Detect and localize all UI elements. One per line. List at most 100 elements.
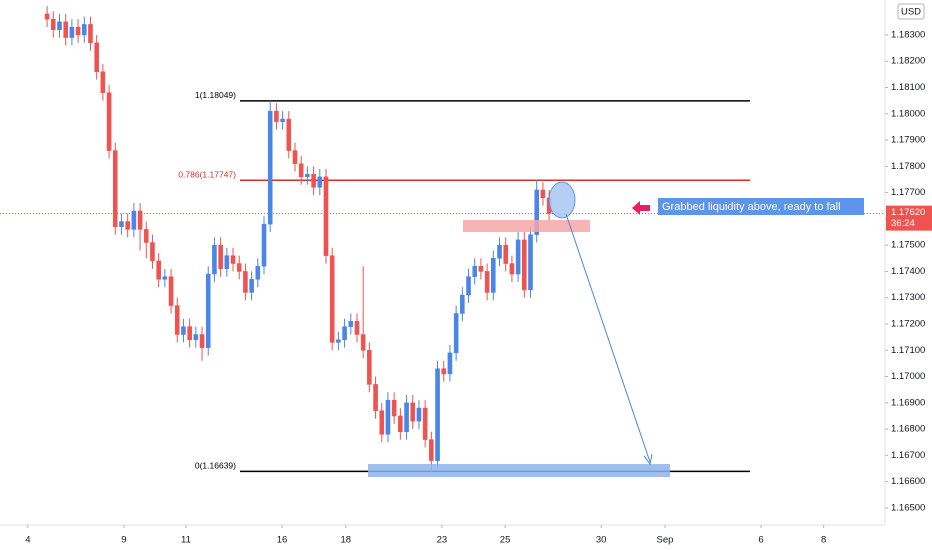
currency: USD bbox=[901, 7, 921, 18]
candle-body bbox=[528, 234, 533, 291]
candle-body bbox=[168, 276, 174, 306]
y-tick-label: 1.18100 bbox=[891, 82, 925, 93]
candle-body bbox=[441, 368, 447, 375]
candle-body bbox=[286, 118, 292, 151]
candle-body bbox=[360, 334, 366, 351]
countdown-label: 36:24 bbox=[891, 218, 915, 229]
last-price-box bbox=[886, 205, 932, 231]
candle-body bbox=[44, 13, 50, 20]
candle-body bbox=[336, 339, 341, 343]
candle-body bbox=[131, 210, 137, 230]
y-tick-label: 1.16800 bbox=[891, 424, 925, 435]
x-tick-label: 8 bbox=[821, 535, 826, 546]
y-tick-label: 1.17500 bbox=[891, 240, 925, 251]
candle-body bbox=[69, 26, 75, 38]
y-tick-label: 1.16600 bbox=[891, 476, 925, 487]
x-tick-label: 25 bbox=[500, 535, 511, 546]
y-tick-label: 1.17100 bbox=[891, 345, 925, 356]
candle-body bbox=[398, 415, 403, 432]
currency-box bbox=[897, 3, 925, 20]
x-tick-label: 11 bbox=[181, 535, 191, 546]
forecast-arrowhead bbox=[643, 453, 653, 466]
candle-body bbox=[156, 260, 161, 280]
candle-body bbox=[509, 263, 515, 275]
candle-body bbox=[199, 334, 205, 348]
candle-body bbox=[162, 276, 168, 280]
candle-body bbox=[280, 118, 285, 122]
candle-body bbox=[540, 189, 546, 199]
annotation-box bbox=[658, 198, 864, 215]
candle-body bbox=[187, 326, 192, 341]
x-tick-label: 16 bbox=[277, 535, 288, 546]
y-tick-label: 1.16900 bbox=[891, 397, 925, 408]
candle-body bbox=[137, 210, 143, 230]
candle-body bbox=[274, 110, 279, 122]
candle-body bbox=[460, 294, 465, 314]
candle-body bbox=[391, 399, 397, 417]
candle-body bbox=[150, 242, 155, 262]
candle-body bbox=[119, 221, 124, 228]
candle-body bbox=[342, 326, 347, 341]
candle-body bbox=[224, 255, 230, 270]
candle-body bbox=[472, 265, 478, 277]
candle-body bbox=[218, 244, 223, 270]
candle-body bbox=[249, 279, 254, 293]
x-tick-label: 9 bbox=[121, 535, 126, 546]
candle-body bbox=[317, 176, 323, 188]
target-zone bbox=[368, 464, 670, 477]
candle-body bbox=[522, 239, 527, 291]
candle-body bbox=[491, 258, 496, 293]
x-tick-label: 23 bbox=[437, 535, 448, 546]
candle-body bbox=[422, 407, 428, 440]
y-tick-label: 1.17400 bbox=[891, 266, 925, 277]
candle-body bbox=[125, 221, 130, 230]
y-tick-label: 1.17900 bbox=[891, 135, 925, 146]
candle-body bbox=[478, 265, 484, 272]
candle-body bbox=[447, 352, 453, 375]
candle-body bbox=[385, 399, 391, 435]
fib-label: 0(1.16639) bbox=[195, 461, 236, 471]
candle-body bbox=[51, 18, 56, 30]
y-tick-label: 1.17800 bbox=[891, 161, 925, 172]
candle-body bbox=[255, 265, 261, 280]
candle-body bbox=[205, 273, 211, 348]
candle-body bbox=[57, 21, 62, 30]
candle-body bbox=[354, 321, 360, 335]
candle-body bbox=[112, 150, 118, 228]
candle-body bbox=[416, 407, 422, 422]
candle-body bbox=[106, 92, 112, 151]
candle-body bbox=[435, 368, 440, 461]
candle-body bbox=[143, 229, 149, 243]
y-tick-label: 1.17000 bbox=[891, 371, 925, 382]
y-tick-label: 1.16700 bbox=[891, 450, 925, 461]
x-tick-label: Sep bbox=[657, 535, 674, 546]
fib-label: 1(1.18049) bbox=[195, 90, 236, 100]
candle-body bbox=[236, 263, 242, 272]
liquidity-circle bbox=[548, 181, 576, 219]
plot: 1(1.18049) 0.786(1.17747) 0(1.16639) bbox=[0, 6, 885, 473]
candle-body bbox=[404, 402, 409, 432]
candle-body bbox=[466, 276, 471, 296]
forecast-arrow bbox=[565, 213, 651, 463]
y-tick-label: 1.17200 bbox=[891, 319, 925, 330]
candle-body bbox=[181, 326, 186, 335]
candle-body bbox=[367, 350, 372, 385]
candle-body bbox=[292, 150, 298, 164]
candle-body bbox=[94, 42, 99, 72]
x-tick-label: 6 bbox=[758, 535, 763, 546]
fib-label: 0.786(1.17747) bbox=[178, 170, 236, 180]
x-tick-label: 4 bbox=[25, 535, 30, 546]
candle-body bbox=[174, 305, 180, 335]
candle-body bbox=[298, 163, 304, 178]
candle-body bbox=[267, 110, 273, 225]
x-tick-label: 18 bbox=[341, 535, 352, 546]
y-tick-label: 1.18000 bbox=[891, 108, 925, 119]
candle-body bbox=[484, 271, 490, 293]
candle-body bbox=[410, 402, 416, 422]
y-tick-label: 1.17300 bbox=[891, 292, 925, 303]
candle-body bbox=[212, 244, 217, 275]
candle-body bbox=[348, 321, 354, 327]
annotation-text: Grabbed liquidity above, ready to fall bbox=[662, 201, 841, 213]
